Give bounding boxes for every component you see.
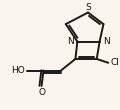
Text: S: S bbox=[85, 3, 91, 12]
Text: N: N bbox=[103, 37, 110, 46]
Text: O: O bbox=[38, 88, 45, 97]
Text: HO: HO bbox=[11, 66, 25, 75]
Text: N: N bbox=[67, 37, 73, 46]
Text: Cl: Cl bbox=[110, 58, 119, 67]
